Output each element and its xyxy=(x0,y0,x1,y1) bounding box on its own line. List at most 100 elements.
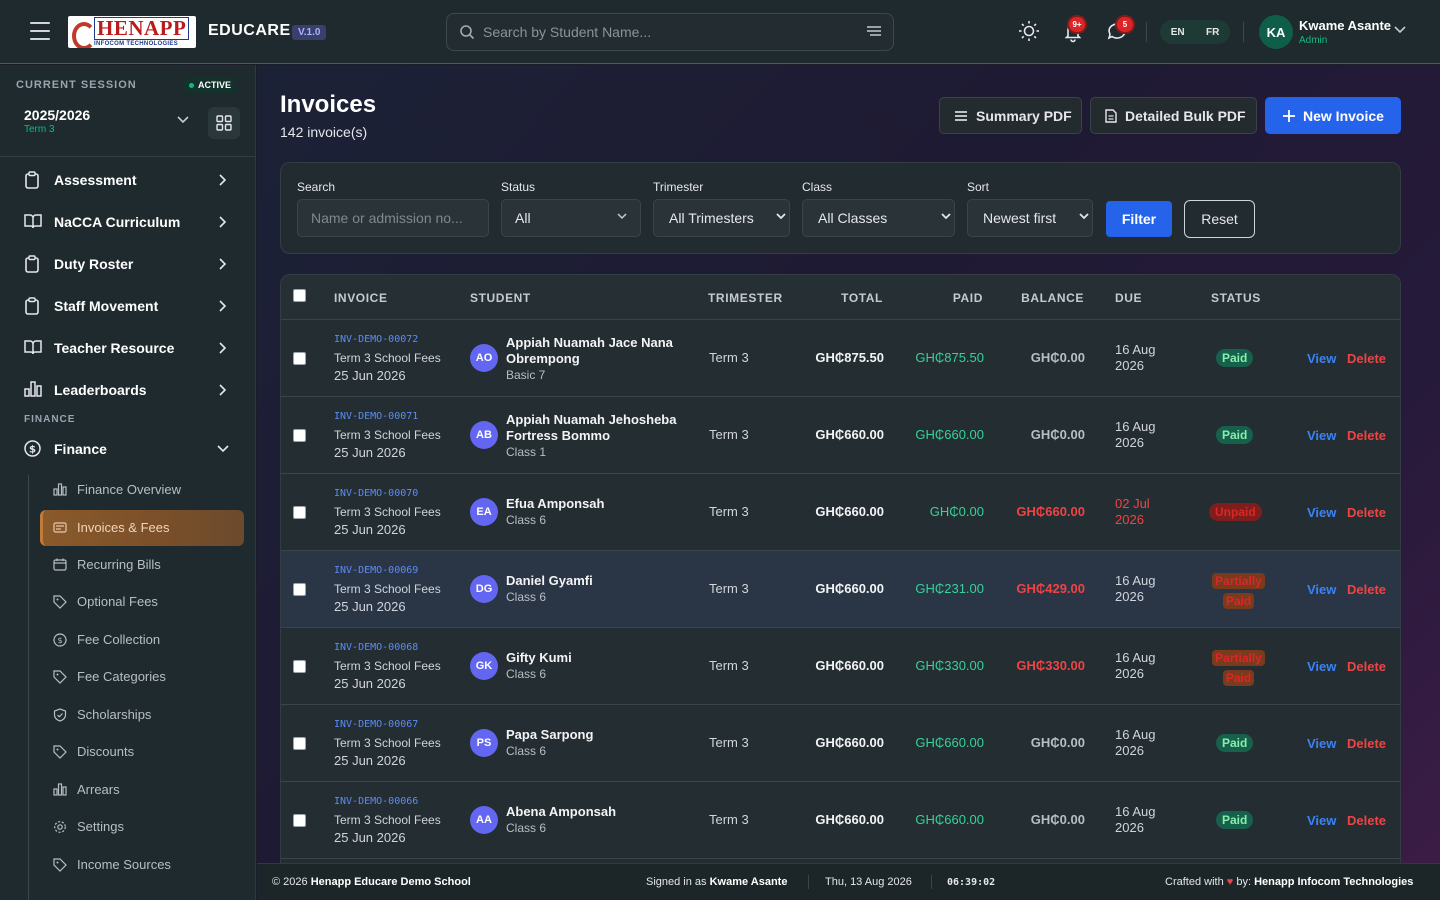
sidebar-subitem-income-sources[interactable]: Income Sources xyxy=(40,847,244,883)
column-header-paid[interactable]: PAID xyxy=(952,291,983,305)
summary-pdf-button[interactable]: Summary PDF xyxy=(939,97,1082,134)
invoice-number-link[interactable]: INV-DEMO-00069 xyxy=(334,565,419,576)
delete-link[interactable]: Delete xyxy=(1347,505,1387,520)
row-checkbox[interactable] xyxy=(293,352,306,365)
row-checkbox[interactable] xyxy=(293,506,306,519)
sidebar-item-leaderboards[interactable]: Leaderboards xyxy=(16,372,244,408)
trimester-filter-label: Trimester xyxy=(653,180,704,194)
invoice-number-link[interactable]: INV-DEMO-00071 xyxy=(334,411,419,422)
session-year[interactable]: 2025/2026 xyxy=(24,107,91,123)
menu-icon[interactable] xyxy=(30,22,50,40)
sidebar-item-nacca-curriculum[interactable]: NaCCA Curriculum xyxy=(16,204,244,240)
filter-lines-icon[interactable] xyxy=(867,25,881,37)
table-row[interactable]: INV-DEMO-00072 Term 3 School Fees 25 Jun… xyxy=(281,320,1400,397)
user-name[interactable]: Kwame Asante xyxy=(1299,18,1391,33)
delete-link[interactable]: Delete xyxy=(1347,582,1387,597)
table-header: INVOICE STUDENT TRIMESTER TOTAL PAID BAL… xyxy=(281,275,1400,320)
column-header-balance[interactable]: BALANCE xyxy=(1021,291,1084,305)
table-row[interactable]: INV-DEMO-00070 Term 3 School Fees 25 Jun… xyxy=(281,474,1400,551)
sidebar-subitem-invoices-fees[interactable]: Invoices & Fees xyxy=(40,510,244,546)
sort-select[interactable]: Newest first xyxy=(967,199,1093,237)
sidebar-subitem-optional-fees[interactable]: Optional Fees xyxy=(40,584,244,620)
notifications-button[interactable]: 9+ xyxy=(1060,17,1086,44)
table-row[interactable]: INV-DEMO-00069 Term 3 School Fees 25 Jun… xyxy=(281,551,1400,628)
sidebar-subitem-arrears[interactable]: Arrears xyxy=(40,772,244,808)
filter-button[interactable]: Filter xyxy=(1106,201,1172,237)
delete-link[interactable]: Delete xyxy=(1347,813,1387,828)
lang-en-button[interactable]: EN xyxy=(1170,26,1185,38)
sidebar-item-teacher-resource[interactable]: Teacher Resource xyxy=(16,330,244,366)
student-name: Appiah Nuamah Jehosheba xyxy=(506,412,677,427)
view-link[interactable]: View xyxy=(1307,582,1337,597)
view-link[interactable]: View xyxy=(1307,505,1337,520)
row-checkbox[interactable] xyxy=(293,814,306,827)
invoice-number-link[interactable]: INV-DEMO-00072 xyxy=(334,334,419,345)
column-header-due[interactable]: DUE xyxy=(1115,291,1143,305)
sidebar-item-staff-movement[interactable]: Staff Movement xyxy=(16,288,244,324)
sidebar-subitem-fee-categories[interactable]: Fee Categories xyxy=(40,659,244,695)
sidebar-subitem-settings[interactable]: Settings xyxy=(40,809,244,845)
new-invoice-button[interactable]: New Invoice xyxy=(1265,97,1401,134)
invoice-number-link[interactable]: INV-DEMO-00068 xyxy=(334,642,419,653)
class-select[interactable]: All Classes xyxy=(802,199,955,237)
user-avatar[interactable]: KA xyxy=(1259,15,1293,49)
sidebar-subitem-discounts[interactable]: Discounts xyxy=(40,734,244,770)
column-header-student[interactable]: STUDENT xyxy=(470,291,531,305)
apps-grid-button[interactable] xyxy=(208,107,240,139)
student-name: Gifty Kumi xyxy=(506,650,572,665)
footer-copyright: © 2026 Henapp Educare Demo School xyxy=(272,876,471,888)
table-row[interactable]: INV-DEMO-00066 Term 3 School Fees 25 Jun… xyxy=(281,782,1400,859)
detailed-bulk-pdf-button[interactable]: Detailed Bulk PDF xyxy=(1090,97,1257,134)
due-date: 16 Aug 2026 xyxy=(1115,650,1175,682)
reset-button[interactable]: Reset xyxy=(1184,200,1255,238)
total-cell: GH₵875.50 xyxy=(815,350,884,365)
column-header-invoice[interactable]: INVOICE xyxy=(334,291,388,305)
delete-link[interactable]: Delete xyxy=(1347,351,1387,366)
row-checkbox[interactable] xyxy=(293,660,306,673)
search-filter-input[interactable] xyxy=(298,200,488,236)
sidebar-subitem-fee-collection[interactable]: $ Fee Collection xyxy=(40,622,244,658)
grid-icon xyxy=(216,115,232,131)
invoice-number-link[interactable]: INV-DEMO-00067 xyxy=(334,719,419,730)
theme-toggle-button[interactable] xyxy=(1016,18,1042,44)
bar-chart-icon xyxy=(53,483,67,496)
global-search-input[interactable] xyxy=(483,22,853,42)
trimester-select[interactable]: All Trimesters xyxy=(653,199,790,237)
status-select[interactable]: All xyxy=(501,199,641,237)
view-link[interactable]: View xyxy=(1307,351,1337,366)
delete-link[interactable]: Delete xyxy=(1347,659,1387,674)
view-link[interactable]: View xyxy=(1307,736,1337,751)
view-link[interactable]: View xyxy=(1307,428,1337,443)
chevron-down-icon[interactable] xyxy=(177,116,189,124)
sidebar-item-assessment[interactable]: Assessment xyxy=(16,162,244,198)
chevron-down-icon[interactable] xyxy=(1394,26,1406,34)
column-header-total[interactable]: TOTAL xyxy=(841,291,883,305)
signed-in-user: Kwame Asante xyxy=(709,876,788,888)
view-link[interactable]: View xyxy=(1307,813,1337,828)
view-link[interactable]: View xyxy=(1307,659,1337,674)
total-cell: GH₵660.00 xyxy=(815,812,884,827)
lang-fr-button[interactable]: FR xyxy=(1205,26,1220,38)
sidebar-item-finance[interactable]: $ Finance xyxy=(16,431,244,467)
column-header-status[interactable]: STATUS xyxy=(1211,291,1261,305)
invoice-number-link[interactable]: INV-DEMO-00066 xyxy=(334,796,419,807)
row-checkbox[interactable] xyxy=(293,737,306,750)
messages-button[interactable]: 5 xyxy=(1104,17,1133,44)
sidebar-subitem-scholarships[interactable]: Scholarships xyxy=(40,697,244,733)
table-row[interactable]: INV-DEMO-00068 Term 3 School Fees 25 Jun… xyxy=(281,628,1400,705)
table-row[interactable]: INV-DEMO-00067 Term 3 School Fees 25 Jun… xyxy=(281,705,1400,782)
due-date-day: 02 Jul xyxy=(1115,496,1150,511)
table-row[interactable]: INV-DEMO-00071 Term 3 School Fees 25 Jun… xyxy=(281,397,1400,474)
sidebar-subitem-finance-overview[interactable]: Finance Overview xyxy=(40,472,244,508)
row-checkbox[interactable] xyxy=(293,583,306,596)
class-filter-label: Class xyxy=(802,180,833,194)
sidebar-subitem-recurring-bills[interactable]: Recurring Bills xyxy=(40,547,244,583)
sidebar-item-duty-roster[interactable]: Duty Roster xyxy=(16,246,244,282)
delete-link[interactable]: Delete xyxy=(1347,736,1387,751)
delete-link[interactable]: Delete xyxy=(1347,428,1387,443)
column-header-trimester[interactable]: TRIMESTER xyxy=(708,291,783,305)
invoice-number-link[interactable]: INV-DEMO-00070 xyxy=(334,488,419,499)
document-icon xyxy=(1105,108,1117,123)
select-all-checkbox[interactable] xyxy=(293,289,306,302)
row-checkbox[interactable] xyxy=(293,429,306,442)
